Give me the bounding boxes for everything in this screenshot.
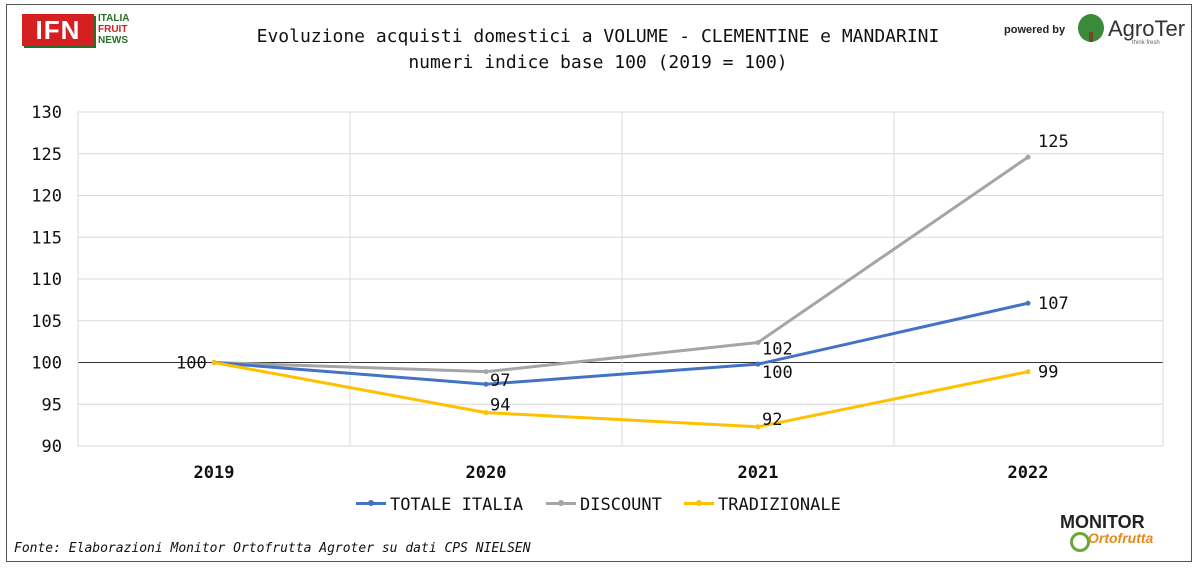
data-point (755, 424, 761, 430)
data-label: 100 (176, 354, 207, 374)
legend-swatch-totale (356, 499, 386, 506)
ifn-logo-subtitle: ITALIA FRUIT NEWS (98, 14, 129, 47)
legend-swatch-tradizionale (684, 499, 714, 506)
agroter-logo: powered by AgroTer think fresh (1000, 14, 1190, 48)
x-tick-label: 2019 (194, 463, 235, 483)
legend-item-tradizionale: TRADIZIONALE (684, 495, 841, 517)
data-point (755, 361, 761, 367)
data-point (1025, 369, 1031, 375)
legend-label-totale: TOTALE ITALIA (390, 495, 524, 515)
data-label: 99 (1038, 363, 1058, 383)
y-tick-label: 125 (31, 145, 62, 165)
monitor-logo-line2: Ortofrutta (1088, 530, 1154, 546)
chart-title: Evoluzione acquisti domestici a VOLUME -… (257, 26, 940, 47)
legend: TOTALE ITALIA DISCOUNT TRADIZIONALE (0, 495, 1200, 519)
ifn-logo-sub3: NEWS (98, 35, 128, 46)
data-label: 92 (762, 410, 782, 430)
y-tick-label: 100 (31, 354, 62, 374)
ifn-logo-sub2: FRUIT (98, 24, 128, 35)
monitor-ortofrutta-logo: MONITOR Ortofrutta (1060, 512, 1190, 552)
series-lines (211, 154, 1031, 430)
data-point (1025, 300, 1031, 306)
legend-label-discount: DISCOUNT (580, 495, 662, 515)
x-tick-label: 2021 (738, 463, 779, 483)
x-tick-label: 2020 (466, 463, 507, 483)
series-line (213, 361, 1029, 429)
legend-label-tradizionale: TRADIZIONALE (718, 495, 841, 515)
data-label: 97 (490, 371, 510, 391)
y-tick-label: 90 (42, 437, 62, 457)
data-label: 94 (490, 396, 510, 416)
agroter-name: AgroTer (1108, 16, 1186, 41)
data-label: 100 (762, 363, 793, 383)
data-point (1025, 154, 1031, 160)
ifn-logo-mark: IFN (22, 14, 94, 46)
grid (77, 111, 1164, 447)
agroter-tagline: think fresh (1132, 40, 1160, 46)
y-tick-label: 130 (31, 103, 62, 123)
x-axis-ticks: 2019 2020 2021 2022 (194, 463, 1049, 483)
magnifier-icon (1070, 532, 1090, 552)
series-line (213, 155, 1029, 374)
data-labels: 100 97 100 107 102 125 94 92 99 (176, 132, 1069, 430)
legend-swatch-discount (546, 499, 576, 506)
powered-by-label: powered by (1004, 24, 1066, 36)
source-note: Fonte: Elaborazioni Monitor Ortofrutta A… (14, 541, 531, 556)
y-tick-label: 105 (31, 312, 62, 332)
x-tick-label: 2022 (1008, 463, 1049, 483)
ifn-logo: IFN ITALIA FRUIT NEWS (22, 14, 142, 48)
data-point (483, 410, 489, 416)
y-tick-label: 120 (31, 187, 62, 207)
y-tick-label: 110 (31, 270, 62, 290)
legend-item-totale: TOTALE ITALIA (356, 495, 523, 517)
chart-frame (6, 4, 1192, 562)
legend-item-discount: DISCOUNT (546, 495, 662, 517)
data-label: 107 (1038, 294, 1069, 314)
data-point (755, 339, 761, 345)
data-point (211, 360, 217, 365)
monitor-logo-line1: MONITOR (1060, 512, 1145, 532)
y-tick-label: 95 (42, 395, 62, 415)
chart-subtitle: numeri indice base 100 (2019 = 100) (408, 52, 787, 73)
ifn-logo-sub1: ITALIA (98, 13, 130, 24)
tree-icon (1078, 14, 1104, 42)
data-label: 102 (762, 339, 793, 359)
data-point (483, 369, 489, 375)
series-line (213, 301, 1029, 386)
data-point (483, 381, 489, 387)
y-tick-label: 115 (31, 228, 62, 248)
y-axis-ticks: 90 95 100 105 110 115 120 125 130 (31, 103, 62, 457)
data-label: 125 (1038, 132, 1069, 152)
